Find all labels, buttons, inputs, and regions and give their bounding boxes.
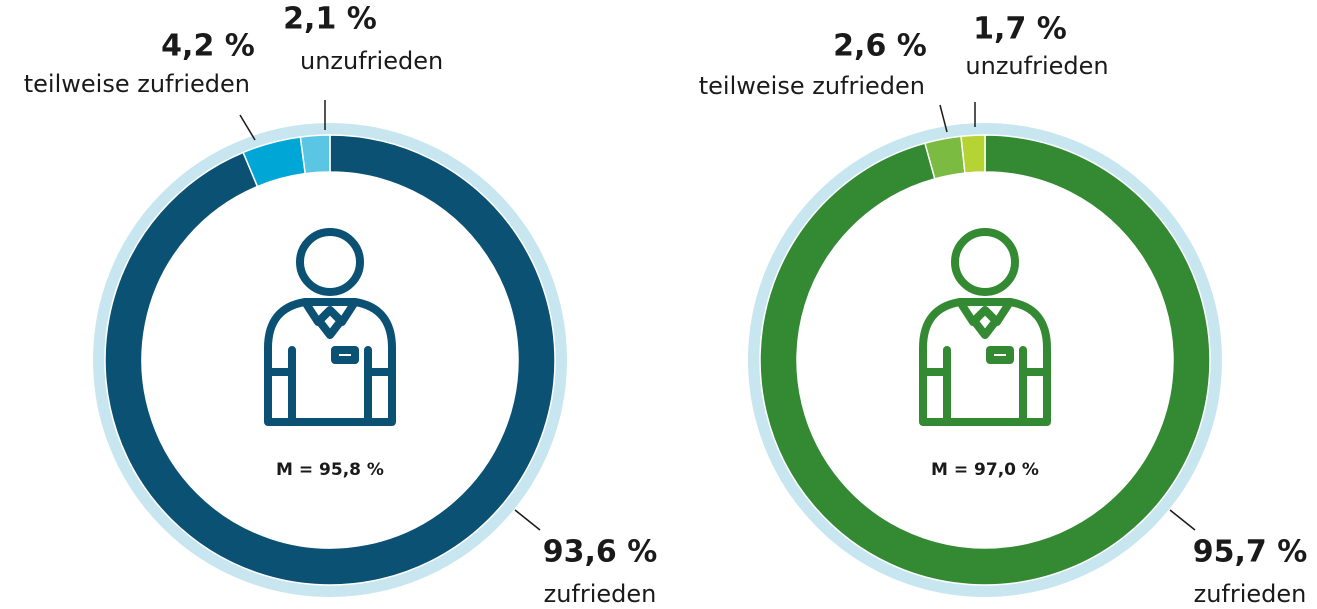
- category-label: unzufrieden: [965, 52, 1108, 80]
- person-icon: [919, 228, 1051, 426]
- value-label: 4,2 %: [161, 29, 255, 64]
- value-label: 93,6 %: [543, 535, 658, 570]
- category-label: zufrieden: [544, 580, 657, 608]
- icon-body: [919, 298, 1051, 426]
- annotation: M = 95,8 %: [276, 460, 384, 480]
- icon-head: [296, 228, 364, 296]
- person-icon: [264, 228, 396, 426]
- icon-collar: [956, 298, 1014, 339]
- icon-body: [264, 298, 396, 426]
- icon-collar: [301, 298, 359, 339]
- value-label: 95,7 %: [1193, 535, 1308, 570]
- icon-badge: [986, 346, 1014, 364]
- leader-line: [1169, 509, 1196, 531]
- slice: [104, 134, 556, 586]
- leader-line: [239, 114, 256, 141]
- leader-line: [514, 509, 541, 531]
- value-label: 2,1 %: [283, 2, 377, 37]
- slice: [759, 134, 1211, 586]
- annotation: M = 97,0 %: [931, 460, 1039, 480]
- icon-badge: [331, 346, 359, 364]
- slice: [960, 134, 986, 174]
- icon-arms: [919, 346, 1051, 426]
- outer-ring: [93, 123, 567, 597]
- leader-line: [939, 104, 948, 133]
- category-label: teilweise zufrieden: [24, 70, 250, 98]
- value-label: 1,7 %: [973, 12, 1067, 47]
- category-label: teilweise zufrieden: [699, 72, 925, 100]
- category-label: unzufrieden: [300, 47, 443, 75]
- outer-ring: [748, 123, 1222, 597]
- slice: [299, 134, 331, 175]
- icon-head: [951, 228, 1019, 296]
- value-label: 2,6 %: [833, 29, 927, 64]
- category-label: zufrieden: [1194, 580, 1307, 608]
- icon-arms: [264, 346, 396, 426]
